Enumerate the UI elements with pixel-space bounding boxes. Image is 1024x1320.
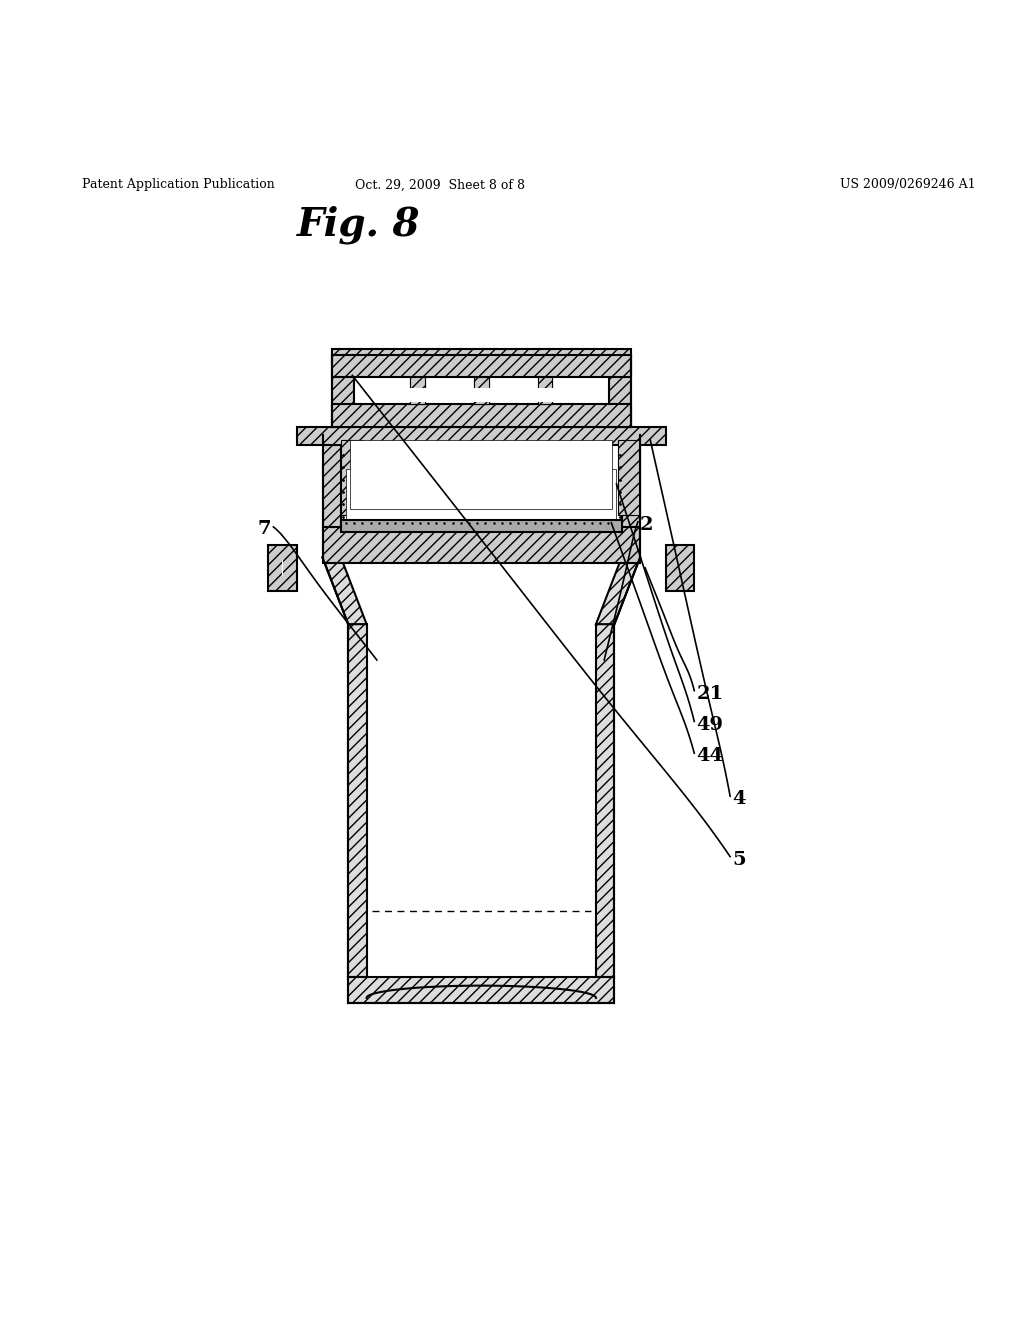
Bar [268, 545, 297, 591]
Bar [608, 355, 631, 426]
Text: Patent Application Publication: Patent Application Publication [82, 178, 274, 191]
Bar [411, 378, 425, 404]
Text: Fig. 8: Fig. 8 [297, 206, 420, 244]
Bar [474, 378, 488, 404]
Text: 2: 2 [640, 516, 653, 533]
Polygon shape [323, 557, 367, 624]
Text: 7: 7 [258, 520, 271, 539]
Polygon shape [596, 557, 640, 624]
Bar [332, 404, 631, 426]
Bar [367, 624, 596, 977]
Bar [346, 469, 616, 520]
Bar [538, 378, 552, 404]
Text: 49: 49 [696, 715, 723, 734]
Text: 21: 21 [696, 685, 724, 702]
Bar [297, 426, 666, 445]
Text: Oct. 29, 2009  Sheet 8 of 8: Oct. 29, 2009 Sheet 8 of 8 [355, 178, 525, 191]
Bar [356, 388, 606, 403]
Text: 5: 5 [732, 850, 745, 869]
Bar [332, 355, 354, 426]
Text: 4: 4 [732, 791, 745, 808]
Bar [323, 434, 341, 527]
Bar [332, 350, 631, 378]
Bar [323, 527, 640, 562]
Bar [596, 624, 614, 977]
Text: US 2009/0269246 A1: US 2009/0269246 A1 [840, 178, 975, 191]
Bar [538, 378, 552, 404]
Bar [348, 977, 614, 1003]
Bar [341, 440, 364, 515]
Bar [617, 440, 640, 515]
Bar [341, 520, 622, 532]
Text: 44: 44 [696, 747, 723, 766]
Bar [348, 624, 367, 977]
Bar [622, 434, 640, 527]
Bar [350, 440, 612, 510]
Bar [666, 545, 694, 591]
Bar [411, 378, 425, 404]
Bar [474, 378, 488, 404]
